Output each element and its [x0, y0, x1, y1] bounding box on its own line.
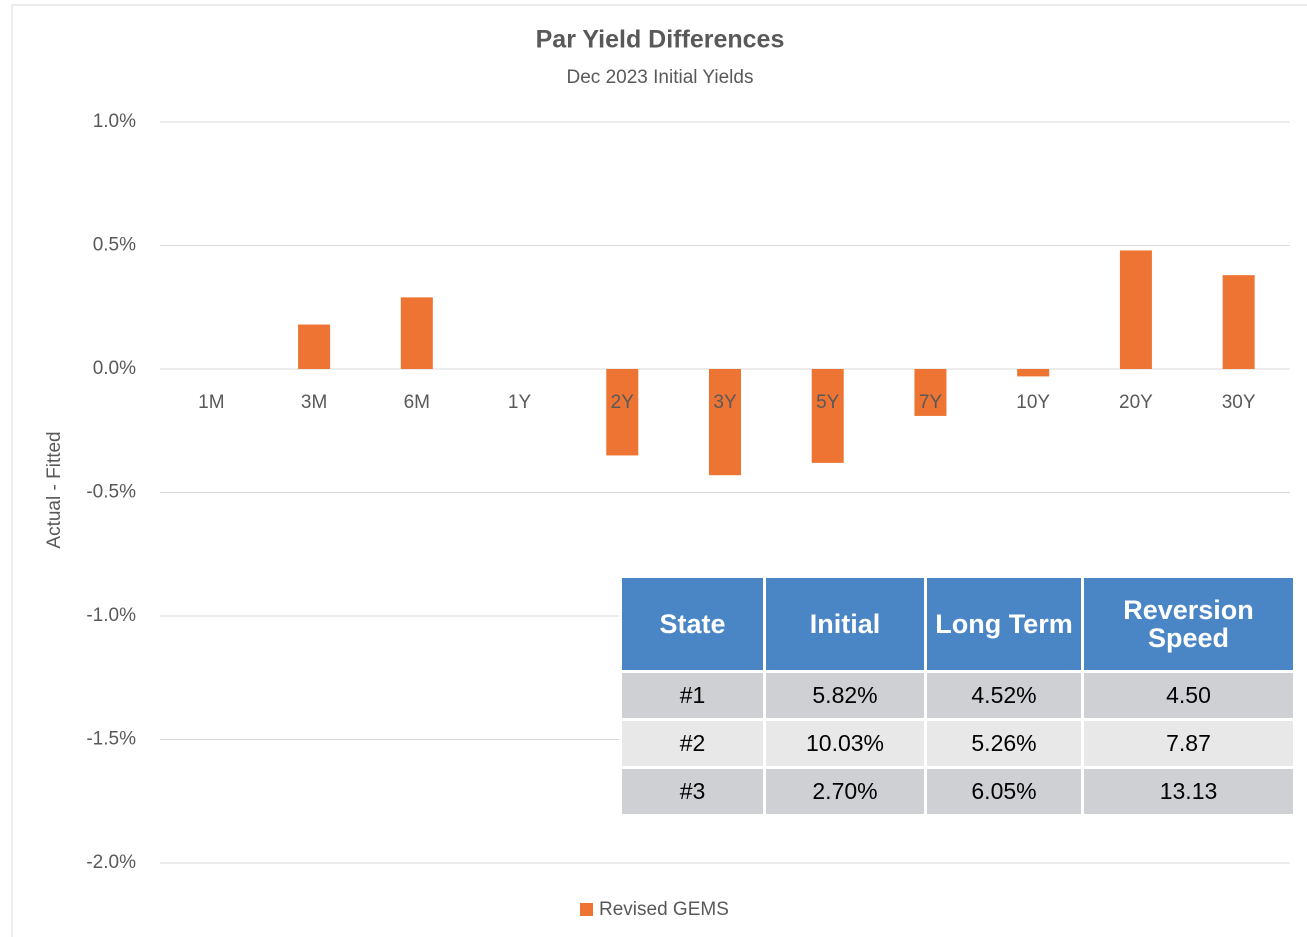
bar — [298, 324, 331, 369]
table-cell: #1 — [619, 670, 766, 721]
table-row: #2 10.03% 5.26% 7.87 — [619, 718, 1296, 769]
bar — [1017, 369, 1050, 377]
table-header: State Initial Long Term Reversion Speed — [619, 575, 1296, 673]
table-cell: #2 — [619, 718, 766, 769]
x-tick-label: 10Y — [1016, 392, 1050, 413]
y-tick-label: -0.5% — [86, 482, 136, 503]
column-header: Initial — [763, 575, 927, 673]
table-row: #3 2.70% 6.05% 13.13 — [619, 766, 1296, 817]
y-tick-label: -2.0% — [86, 852, 136, 873]
column-header: Long Term — [924, 575, 1084, 673]
table-body: #1 5.82% 4.52% 4.50 #2 10.03% 5.26% 7.87 #3 2.70%… — [619, 670, 1296, 817]
table-cell: 5.26% — [924, 718, 1084, 769]
table-cell: 4.50 — [1081, 670, 1296, 721]
column-header: State — [619, 575, 766, 673]
column-header: Reversion Speed — [1081, 575, 1296, 673]
table-row: #1 5.82% 4.52% 4.50 — [619, 670, 1296, 721]
bar — [914, 369, 947, 416]
bar — [709, 369, 741, 476]
table-cell: #3 — [619, 766, 766, 817]
x-tick-label: 1M — [198, 392, 224, 413]
table-cell: 2.70% — [763, 766, 927, 817]
bar — [1222, 275, 1255, 369]
table-cell: 10.03% — [763, 718, 927, 769]
table-cell: 4.52% — [924, 670, 1084, 721]
table-cell: 5.82% — [763, 670, 927, 721]
table-cell: 6.05% — [924, 766, 1084, 817]
x-tick-label: 7Y — [919, 392, 943, 413]
bar — [606, 369, 639, 456]
chart-subtitle: Dec 2023 Initial Yields — [567, 67, 754, 88]
y-tick-label: 0.0% — [93, 358, 136, 379]
legend-swatch — [580, 903, 593, 916]
x-tick-label: 3Y — [713, 392, 737, 413]
y-axis-label: Actual - Fitted — [44, 431, 65, 548]
y-tick-label: -1.0% — [86, 605, 136, 626]
x-tick-label: 30Y — [1222, 392, 1256, 413]
x-tick-label: 3M — [301, 392, 327, 413]
y-tick-label: -1.5% — [86, 729, 136, 750]
y-tick-label: 0.5% — [93, 235, 136, 256]
chart-title: Par Yield Differences — [536, 26, 785, 54]
x-tick-label: 2Y — [611, 392, 635, 413]
state-table: State Initial Long Term Reversion Speed #1 5… — [619, 575, 1296, 817]
bar — [1119, 250, 1152, 369]
legend-label: Revised GEMS — [599, 899, 729, 920]
x-tick-label: 20Y — [1119, 392, 1153, 413]
bar — [400, 297, 433, 369]
bar — [811, 369, 844, 463]
table-cell: 7.87 — [1081, 718, 1296, 769]
x-tick-label: 5Y — [816, 392, 840, 413]
chart-frame — [11, 4, 1307, 937]
y-tick-label: 1.0% — [93, 111, 136, 132]
x-tick-label: 1Y — [508, 392, 532, 413]
table-cell: 13.13 — [1081, 766, 1296, 817]
x-tick-label: 6M — [404, 392, 430, 413]
